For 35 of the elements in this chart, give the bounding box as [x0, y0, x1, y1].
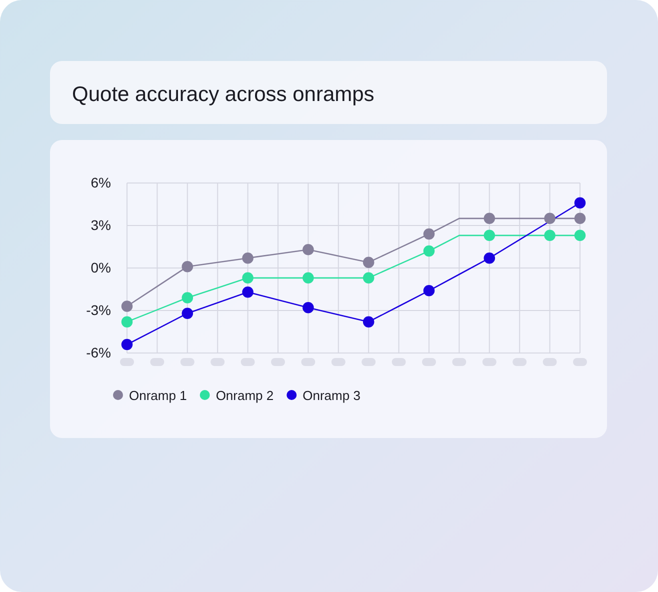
point — [121, 300, 133, 312]
point — [302, 272, 314, 284]
point — [121, 316, 133, 328]
point — [182, 292, 194, 304]
point — [242, 286, 254, 298]
point — [544, 212, 556, 224]
y-tick-label: 3% — [90, 216, 111, 233]
point — [182, 260, 194, 272]
point — [182, 308, 194, 319]
point — [242, 272, 254, 284]
point — [544, 230, 556, 242]
y-tick-label: 6% — [90, 174, 111, 190]
point — [302, 244, 314, 256]
point — [362, 316, 374, 328]
point — [423, 285, 435, 296]
legend-label: Onramp 3 — [302, 388, 360, 403]
point — [574, 212, 586, 224]
point — [302, 302, 314, 314]
point — [484, 212, 496, 224]
point — [242, 252, 254, 264]
point — [423, 245, 435, 257]
chart-title: Quote accuracy across onramps — [72, 83, 374, 106]
point — [121, 338, 133, 350]
point — [362, 272, 374, 284]
point — [423, 228, 435, 240]
point — [574, 197, 586, 208]
point — [484, 230, 496, 242]
point — [362, 256, 374, 268]
legend-label: Onramp 2 — [216, 388, 274, 403]
y-tick-label: 0% — [90, 259, 111, 276]
legend-label: Onramp 1 — [129, 388, 187, 403]
point — [484, 252, 496, 264]
y-tick-label: -6% — [86, 344, 111, 360]
y-tick-label: -3% — [86, 302, 111, 318]
point — [574, 230, 586, 242]
